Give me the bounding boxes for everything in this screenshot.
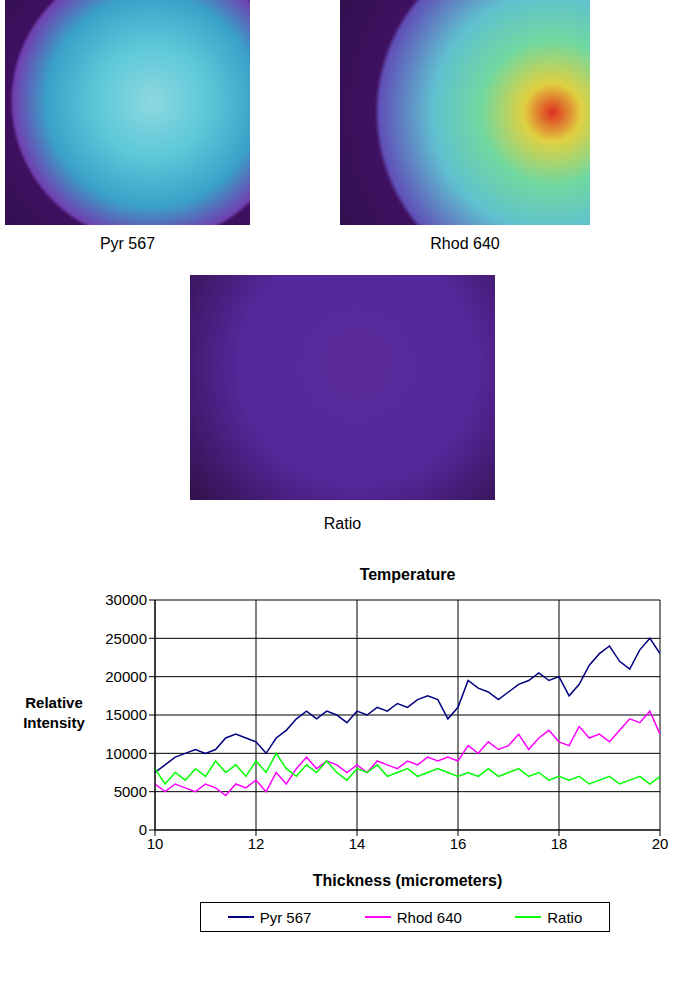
html-text:Rhod 640: Rhod 640 [396, 908, 462, 926]
html-text:Ratio: Ratio [547, 908, 583, 926]
svg-text:30000: 30000 [105, 591, 147, 608]
html-text:Relative Intensity: Relative Intensity [23, 694, 85, 731]
html-text:Pyr 567: Pyr 567 [259, 908, 312, 926]
svg-text:5000: 5000 [114, 783, 147, 800]
svg-text:14: 14 [349, 835, 366, 852]
svg-text:20: 20 [652, 835, 669, 852]
svg-text:18: 18 [551, 835, 568, 852]
html-text:Temperature: Temperature [359, 566, 456, 583]
svg-text:16: 16 [450, 835, 467, 852]
svg-text:0: 0 [139, 821, 147, 838]
svg-text:10: 10 [147, 835, 164, 852]
html-text:Pyr 567: Pyr 567 [99, 235, 156, 252]
svg-text:10000: 10000 [105, 745, 147, 762]
svg-text:12: 12 [248, 835, 265, 852]
html-text:Ratio: Ratio [323, 515, 362, 532]
svg-text:20000: 20000 [105, 668, 147, 685]
html-text:Rhod 640: Rhod 640 [430, 235, 500, 252]
svg-text:15000: 15000 [105, 706, 147, 723]
svg-text:25000: 25000 [105, 630, 147, 647]
svg-text:Thickness (micrometers): Thickness (micrometers) [313, 872, 502, 889]
